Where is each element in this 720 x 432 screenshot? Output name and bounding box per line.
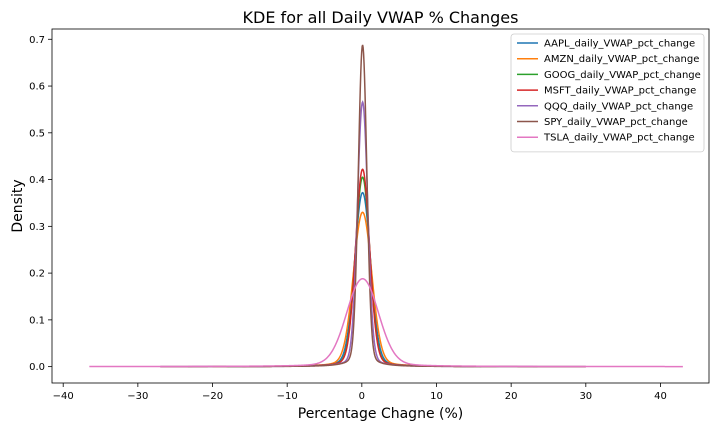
- y-tick-label: 0.1: [29, 315, 45, 326]
- x-axis: −40 −30 −20 −10 0 10 20 30 40: [53, 383, 667, 402]
- x-tick-label: 0: [359, 391, 365, 402]
- y-tick-label: 0.2: [29, 269, 45, 280]
- x-tick-label: 30: [579, 391, 592, 402]
- x-axis-label: Percentage Chagne (%): [298, 406, 463, 422]
- y-tick-label: 0.0: [29, 362, 45, 373]
- legend: AAPL_daily_VWAP_pct_change AMZN_daily_VWA…: [510, 33, 705, 153]
- y-axis: 0.0 0.1 0.2 0.3 0.4 0.5 0.6 0.7: [29, 35, 52, 373]
- legend-label: QQQ_daily_VWAP_pct_change: [544, 101, 693, 112]
- y-tick-label: 0.4: [29, 175, 45, 186]
- y-axis-label: Density: [10, 179, 26, 232]
- y-tick-label: 0.6: [29, 82, 45, 93]
- plot-area: [51, 28, 710, 384]
- x-tick-label: −40: [53, 391, 74, 402]
- legend-label: AAPL_daily_VWAP_pct_change: [544, 39, 695, 50]
- y-tick-label: 0.7: [29, 35, 45, 46]
- y-tick-label: 0.5: [29, 128, 45, 139]
- x-tick-label: −30: [127, 391, 148, 402]
- series-line-tsla: [89, 277, 683, 368]
- legend-label: GOOG_daily_VWAP_pct_change: [544, 70, 701, 81]
- x-tick-label: −10: [277, 391, 298, 402]
- x-tick-label: 20: [505, 391, 518, 402]
- series-layer: [89, 44, 683, 368]
- y-tick-label: 0.3: [29, 222, 45, 233]
- x-tick-label: 10: [430, 391, 443, 402]
- legend-label: TSLA_daily_VWAP_pct_change: [543, 133, 695, 144]
- chart-title: KDE for all Daily VWAP % Changes: [243, 8, 519, 27]
- legend-box: [510, 33, 705, 153]
- legend-label: MSFT_daily_VWAP_pct_change: [544, 86, 696, 97]
- legend-label: AMZN_daily_VWAP_pct_change: [544, 54, 699, 65]
- plot-frame: [51, 28, 710, 384]
- x-tick-label: 40: [654, 391, 667, 402]
- legend-label: SPY_daily_VWAP_pct_change: [544, 117, 688, 128]
- x-tick-label: −20: [202, 391, 223, 402]
